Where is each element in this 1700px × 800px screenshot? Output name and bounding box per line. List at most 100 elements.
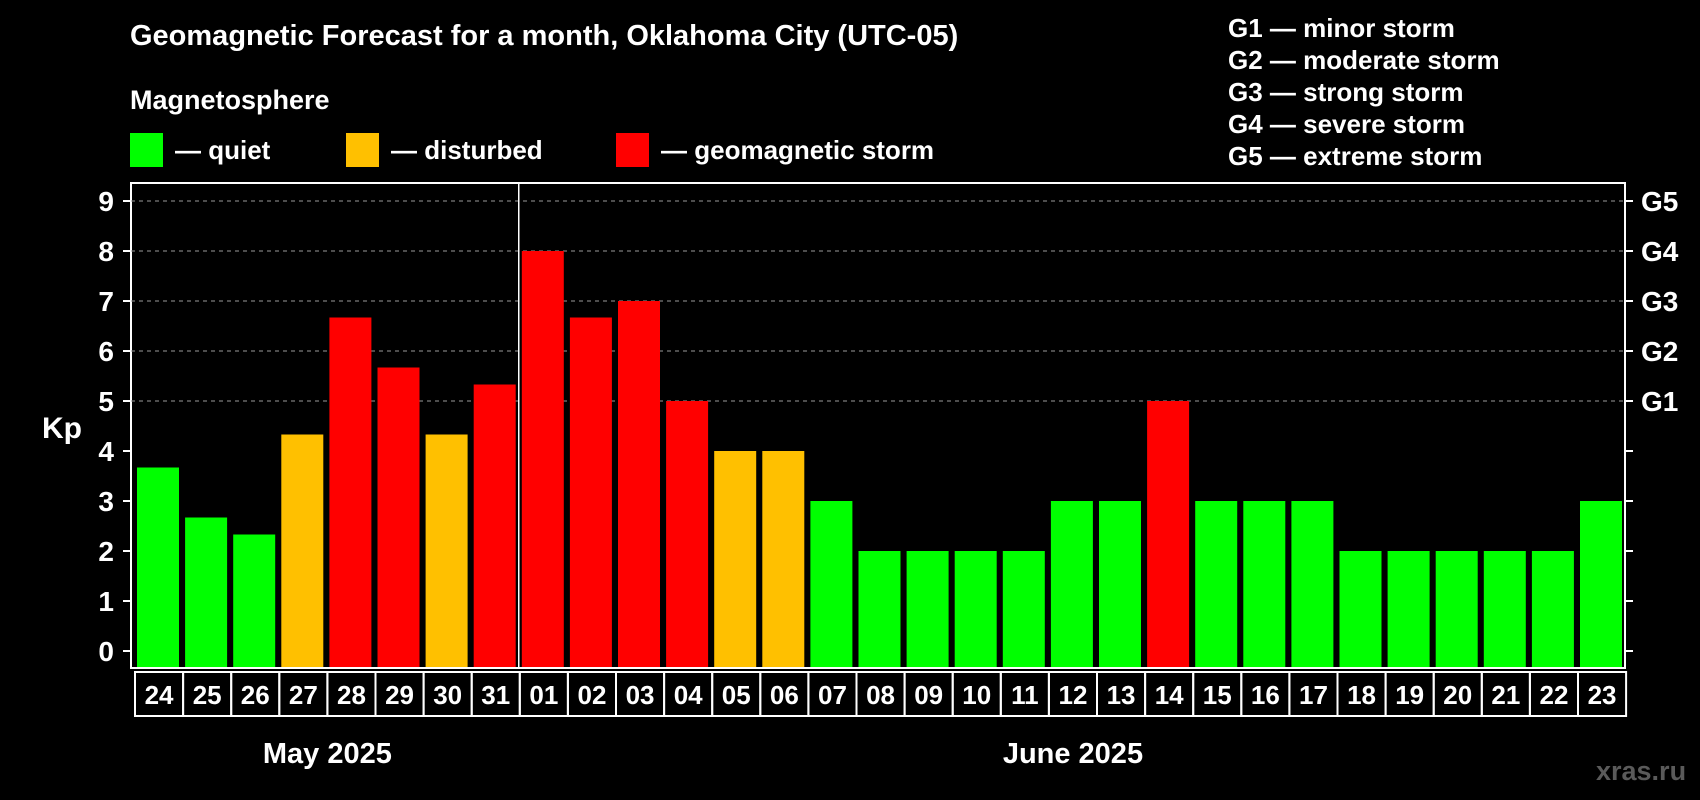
bar-30 bbox=[425, 434, 468, 667]
x-tick-label: 16 bbox=[1251, 680, 1280, 710]
bar-28 bbox=[329, 317, 372, 667]
y-tick-label: 2 bbox=[98, 536, 114, 567]
g5-legend: G5 — extreme storm bbox=[1228, 141, 1483, 171]
bar-03 bbox=[618, 301, 660, 667]
right-axis-label: G3 bbox=[1641, 286, 1678, 317]
x-tick-label: 30 bbox=[433, 680, 462, 710]
bar-24 bbox=[137, 467, 179, 667]
legend-storm-label: — geomagnetic storm bbox=[661, 134, 935, 165]
x-tick-label: 08 bbox=[866, 680, 895, 710]
bar-27 bbox=[281, 434, 324, 667]
y-tick-label: 1 bbox=[98, 586, 114, 617]
g4-legend: G4 — severe storm bbox=[1228, 109, 1466, 139]
y-tick-label: 7 bbox=[98, 286, 114, 317]
g2-legend: G2 — moderate storm bbox=[1228, 45, 1500, 75]
month-label: June 2025 bbox=[1003, 738, 1143, 770]
y-tick-label: 9 bbox=[98, 186, 114, 217]
x-tick-label: 20 bbox=[1443, 680, 1472, 710]
watermark: xras.ru bbox=[1596, 756, 1687, 786]
legend-quiet: — quiet bbox=[130, 133, 270, 167]
x-tick-label: 10 bbox=[962, 680, 991, 710]
bar-15 bbox=[1195, 501, 1238, 667]
bar-23 bbox=[1580, 501, 1622, 667]
x-tick-label: 05 bbox=[722, 680, 751, 710]
bar-09 bbox=[906, 551, 949, 667]
x-tick-label: 13 bbox=[1107, 680, 1136, 710]
bar-22 bbox=[1531, 551, 1574, 667]
bar-16 bbox=[1243, 501, 1286, 667]
x-tick-label: 28 bbox=[337, 680, 366, 710]
legend-quiet-label: — quiet bbox=[175, 134, 271, 165]
x-tick-label: 09 bbox=[914, 680, 943, 710]
y-tick-label: 5 bbox=[98, 386, 114, 417]
bar-06 bbox=[762, 451, 805, 667]
g3-legend: G3 — strong storm bbox=[1228, 77, 1464, 107]
x-tick-label: 15 bbox=[1203, 680, 1232, 710]
legend-disturbed-label: — disturbed bbox=[391, 134, 543, 165]
bar-29 bbox=[377, 367, 420, 667]
bar-31 bbox=[473, 384, 516, 667]
y-tick-label: 6 bbox=[98, 336, 114, 367]
y-axis-label: Kp bbox=[42, 412, 82, 445]
x-tick-label: 22 bbox=[1539, 680, 1568, 710]
x-tick-label: 18 bbox=[1347, 680, 1376, 710]
bar-07 bbox=[810, 501, 853, 667]
x-tick-label: 14 bbox=[1155, 680, 1184, 710]
bar-20 bbox=[1435, 551, 1478, 667]
x-tick-label: 07 bbox=[818, 680, 847, 710]
bar-17 bbox=[1291, 501, 1334, 667]
legend-storm: — geomagnetic storm bbox=[616, 133, 934, 167]
y-tick-label: 4 bbox=[98, 436, 114, 467]
x-tick-label: 02 bbox=[577, 680, 606, 710]
right-axis-label: G5 bbox=[1641, 186, 1678, 217]
bar-12 bbox=[1050, 501, 1093, 667]
x-tick-label: 23 bbox=[1588, 680, 1617, 710]
g1-legend: G1 — minor storm bbox=[1228, 13, 1455, 43]
y-tick-label: 0 bbox=[98, 636, 114, 667]
bar-25 bbox=[185, 517, 228, 667]
g-scale-legend: G1 — minor storm G2 — moderate storm G3 … bbox=[1228, 12, 1500, 172]
x-tick-label: 26 bbox=[241, 680, 270, 710]
x-tick-label: 29 bbox=[385, 680, 414, 710]
x-tick-label: 12 bbox=[1058, 680, 1087, 710]
x-tick-label: 19 bbox=[1395, 680, 1424, 710]
x-tick-label: 21 bbox=[1491, 680, 1520, 710]
bar-19 bbox=[1387, 551, 1430, 667]
legend-storm-swatch bbox=[616, 133, 649, 167]
bar-11 bbox=[1002, 551, 1045, 667]
y-tick-label: 8 bbox=[98, 236, 114, 267]
x-tick-label: 24 bbox=[145, 680, 174, 710]
right-axis-label: G1 bbox=[1641, 386, 1678, 417]
right-axis-label: G2 bbox=[1641, 336, 1678, 367]
x-tick-label: 11 bbox=[1011, 680, 1039, 710]
x-tick-label: 31 bbox=[481, 680, 510, 710]
legend-disturbed: — disturbed bbox=[346, 133, 543, 167]
bar-01 bbox=[521, 251, 564, 667]
date-box-23 bbox=[1577, 671, 1628, 717]
x-tick-label: 01 bbox=[529, 680, 558, 710]
month-label: May 2025 bbox=[263, 738, 392, 770]
y-tick-label: 3 bbox=[98, 486, 114, 517]
bar-02 bbox=[569, 317, 612, 667]
bar-05 bbox=[714, 451, 757, 667]
x-tick-label: 04 bbox=[674, 680, 703, 710]
bar-21 bbox=[1483, 551, 1526, 667]
bar-13 bbox=[1099, 501, 1141, 667]
bar-18 bbox=[1339, 551, 1382, 667]
bar-08 bbox=[858, 551, 901, 667]
x-tick-label: 06 bbox=[770, 680, 799, 710]
x-tick-label: 03 bbox=[626, 680, 655, 710]
legend-quiet-swatch bbox=[130, 133, 163, 167]
x-tick-label: 25 bbox=[193, 680, 222, 710]
plot-frame bbox=[130, 182, 1626, 669]
legend-disturbed-swatch bbox=[346, 133, 379, 167]
bar-04 bbox=[666, 401, 709, 667]
right-axis-label: G4 bbox=[1641, 236, 1679, 267]
chart-title: Geomagnetic Forecast for a month, Oklaho… bbox=[130, 20, 959, 52]
x-tick-label: 17 bbox=[1299, 680, 1328, 710]
bar-26 bbox=[233, 534, 276, 667]
magnetosphere-label: Magnetosphere bbox=[130, 85, 330, 115]
bar-10 bbox=[954, 551, 997, 667]
x-tick-label: 27 bbox=[289, 680, 318, 710]
